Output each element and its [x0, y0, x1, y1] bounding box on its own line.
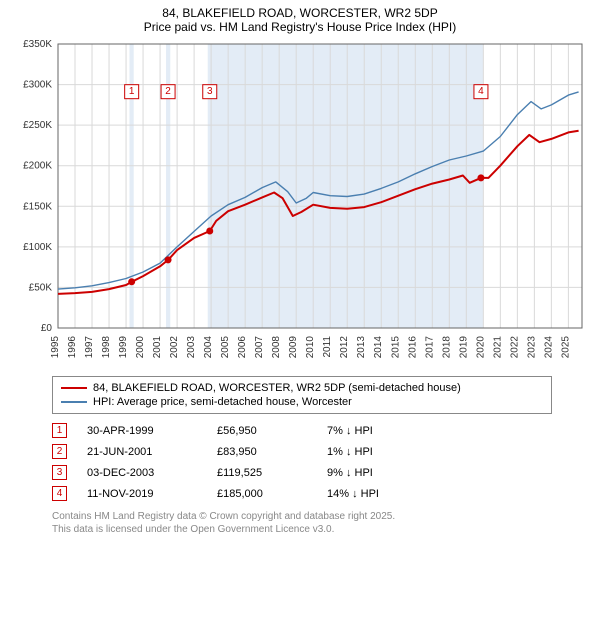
- chart-title: 84, BLAKEFIELD ROAD, WORCESTER, WR2 5DP: [10, 6, 590, 20]
- svg-text:2019: 2019: [458, 336, 469, 359]
- sales-table: 1 30-APR-1999 £56,950 7% ↓ HPI 2 21-JUN-2001 £…: [52, 420, 590, 504]
- svg-text:£150K: £150K: [23, 201, 52, 212]
- svg-text:2009: 2009: [288, 336, 299, 359]
- sale-marker-icon: 4: [52, 486, 67, 501]
- svg-text:2000: 2000: [135, 336, 146, 359]
- svg-text:£200K: £200K: [23, 161, 52, 172]
- svg-text:2007: 2007: [254, 336, 265, 359]
- svg-text:2001: 2001: [152, 336, 163, 359]
- svg-text:2014: 2014: [373, 336, 384, 359]
- sale-marker-icon: 3: [52, 465, 67, 480]
- legend: 84, BLAKEFIELD ROAD, WORCESTER, WR2 5DP …: [52, 376, 552, 414]
- svg-text:£350K: £350K: [23, 40, 52, 50]
- sale-price: £185,000: [217, 488, 307, 500]
- svg-text:£300K: £300K: [23, 80, 52, 91]
- svg-text:2003: 2003: [186, 336, 197, 359]
- sale-price: £56,950: [217, 425, 307, 437]
- svg-text:2018: 2018: [441, 336, 452, 359]
- svg-text:1996: 1996: [67, 336, 78, 359]
- svg-text:2020: 2020: [475, 336, 486, 359]
- svg-text:2022: 2022: [509, 336, 520, 359]
- svg-text:4: 4: [478, 86, 484, 97]
- sale-pct: 7% ↓ HPI: [327, 425, 437, 437]
- svg-text:1997: 1997: [84, 336, 95, 359]
- sale-pct: 1% ↓ HPI: [327, 446, 437, 458]
- chart-subtitle: Price paid vs. HM Land Registry's House …: [10, 20, 590, 34]
- svg-text:2005: 2005: [220, 336, 231, 359]
- svg-text:3: 3: [207, 86, 213, 97]
- sale-price: £83,950: [217, 446, 307, 458]
- svg-text:2016: 2016: [407, 336, 418, 359]
- legend-swatch-2: [61, 401, 87, 403]
- legend-swatch-1: [61, 387, 87, 389]
- svg-text:2025: 2025: [560, 336, 571, 359]
- footer-line-1: Contains HM Land Registry data © Crown c…: [52, 510, 590, 523]
- svg-text:1999: 1999: [118, 336, 129, 359]
- svg-text:2006: 2006: [237, 336, 248, 359]
- chart-plot: £0 £50K £100K £150K £200K £250K £300K £350K 1995…: [10, 40, 590, 370]
- svg-text:2024: 2024: [543, 336, 554, 359]
- sale-date: 11-NOV-2019: [87, 488, 197, 500]
- svg-text:1998: 1998: [101, 336, 112, 359]
- svg-text:2015: 2015: [390, 336, 401, 359]
- footer: Contains HM Land Registry data © Crown c…: [52, 510, 590, 536]
- svg-text:£250K: £250K: [23, 120, 52, 131]
- svg-text:2011: 2011: [322, 336, 333, 358]
- sale-price: £119,525: [217, 467, 307, 479]
- svg-text:1: 1: [129, 86, 135, 97]
- chart-container: 84, BLAKEFIELD ROAD, WORCESTER, WR2 5DP …: [0, 0, 600, 544]
- svg-text:2002: 2002: [169, 336, 180, 359]
- line-chart-svg: £0 £50K £100K £150K £200K £250K £300K £350K 1995…: [10, 40, 590, 370]
- svg-text:2012: 2012: [339, 336, 350, 359]
- sale-marker-icon: 1: [52, 423, 67, 438]
- footer-line-2: This data is licensed under the Open Gov…: [52, 523, 590, 536]
- svg-text:2010: 2010: [305, 336, 316, 359]
- svg-text:1995: 1995: [50, 336, 61, 359]
- svg-text:£0: £0: [41, 323, 53, 334]
- svg-text:2013: 2013: [356, 336, 367, 359]
- svg-text:2023: 2023: [526, 336, 537, 359]
- svg-text:2021: 2021: [492, 336, 503, 359]
- legend-label-2: HPI: Average price, semi-detached house,…: [93, 396, 352, 408]
- svg-text:2008: 2008: [271, 336, 282, 359]
- svg-text:2: 2: [165, 86, 171, 97]
- legend-item-1: 84, BLAKEFIELD ROAD, WORCESTER, WR2 5DP …: [61, 381, 543, 395]
- svg-text:2017: 2017: [424, 336, 435, 359]
- sales-row: 3 03-DEC-2003 £119,525 9% ↓ HPI: [52, 462, 590, 483]
- sale-pct: 14% ↓ HPI: [327, 488, 437, 500]
- sale-date: 30-APR-1999: [87, 425, 197, 437]
- svg-text:£100K: £100K: [23, 242, 52, 253]
- svg-text:2004: 2004: [203, 336, 214, 359]
- sale-date: 03-DEC-2003: [87, 467, 197, 479]
- sale-marker-icon: 2: [52, 444, 67, 459]
- sale-pct: 9% ↓ HPI: [327, 467, 437, 479]
- svg-text:£50K: £50K: [29, 282, 53, 293]
- legend-item-2: HPI: Average price, semi-detached house,…: [61, 395, 543, 409]
- legend-label-1: 84, BLAKEFIELD ROAD, WORCESTER, WR2 5DP …: [93, 382, 461, 394]
- sales-row: 4 11-NOV-2019 £185,000 14% ↓ HPI: [52, 483, 590, 504]
- sale-date: 21-JUN-2001: [87, 446, 197, 458]
- sales-row: 1 30-APR-1999 £56,950 7% ↓ HPI: [52, 420, 590, 441]
- sales-row: 2 21-JUN-2001 £83,950 1% ↓ HPI: [52, 441, 590, 462]
